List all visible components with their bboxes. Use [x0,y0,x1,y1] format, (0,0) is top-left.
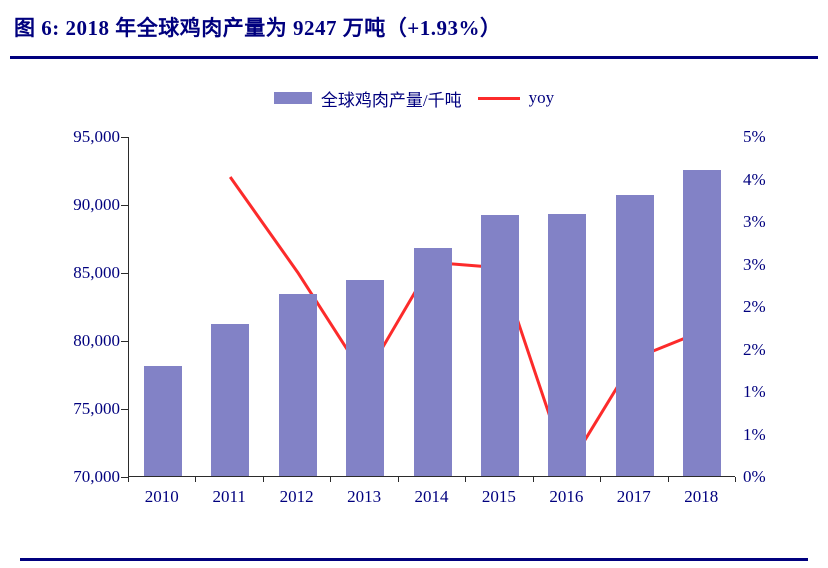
x-axis-tick [667,477,669,482]
x-axis-tick [262,477,264,482]
left-axis-label: 70,000 [73,467,120,486]
chart-legend: 全球鸡肉产量/千吨 yoy [0,86,828,111]
bar-2018 [683,170,722,476]
x-axis-tick [465,477,467,482]
bar-2017 [615,194,654,476]
right-axis-label: 1% [743,382,766,401]
left-axis-label: 85,000 [73,263,120,282]
x-axis-tick [195,477,197,482]
x-axis-label-2017: 2017 [616,487,651,506]
x-axis-label-2018: 2018 [684,487,719,506]
bar-series-label: 全球鸡肉产量/千吨 [320,90,462,110]
bottom-divider [20,558,808,561]
bar-2010 [143,365,182,476]
left-axis-label: 80,000 [73,331,120,350]
x-axis-tick [600,477,602,482]
bar-2012 [278,293,317,476]
x-axis-tick [128,477,129,482]
left-axis-label: 90,000 [73,195,120,214]
x-axis-tick [532,477,534,482]
line-series-label: yoy [528,88,555,107]
x-axis-label-2014: 2014 [414,487,449,506]
right-axis-label: 0% [743,467,766,486]
left-axis-tick [121,341,128,342]
figure-title: 图 6: 2018 年全球鸡肉产量为 9247 万吨（+1.93%） [14,16,502,40]
left-axis-tick [121,409,128,410]
bar-series-swatch [273,92,312,104]
title-divider [10,56,818,59]
x-axis-tick [397,477,399,482]
left-axis-label: 95,000 [73,127,120,146]
right-axis-label: 4% [743,169,766,189]
right-axis-label: 2% [743,339,766,359]
plot-area [128,137,735,477]
x-axis-label-2010: 2010 [144,487,179,506]
legend-item-bars: 全球鸡肉产量/千吨 [273,86,462,111]
x-axis-label-2011: 2011 [212,487,246,506]
bar-2014 [413,247,452,476]
right-axis-label: 2% [743,297,766,316]
x-axis-label-2012: 2012 [279,487,314,506]
left-axis-tick [121,273,128,274]
right-axis-label: 3% [743,254,766,274]
left-axis-label: 75,000 [73,399,120,418]
x-axis-label-2013: 2013 [347,487,382,506]
line-series-swatch [477,96,520,100]
x-axis-tick [330,477,332,482]
left-axis-tick [121,137,128,138]
bar-2013 [346,280,385,476]
x-axis-label-2015: 2015 [481,487,516,506]
right-axis-label: 5% [743,127,766,146]
x-axis-tick [735,477,736,482]
left-axis-tick [121,477,128,478]
left-axis-tick [121,205,128,206]
bar-2015 [480,214,519,476]
legend-item-line: yoy [477,88,555,108]
right-axis-label: 1% [743,424,766,444]
bar-2016 [548,213,587,476]
x-axis-label-2016: 2016 [549,487,584,506]
chart-region: 95,000 90,000 85,000 80,000 75,000 70,000 5% 4%… [0,109,828,519]
bar-2011 [211,323,250,476]
right-axis-label: 3% [743,212,766,231]
